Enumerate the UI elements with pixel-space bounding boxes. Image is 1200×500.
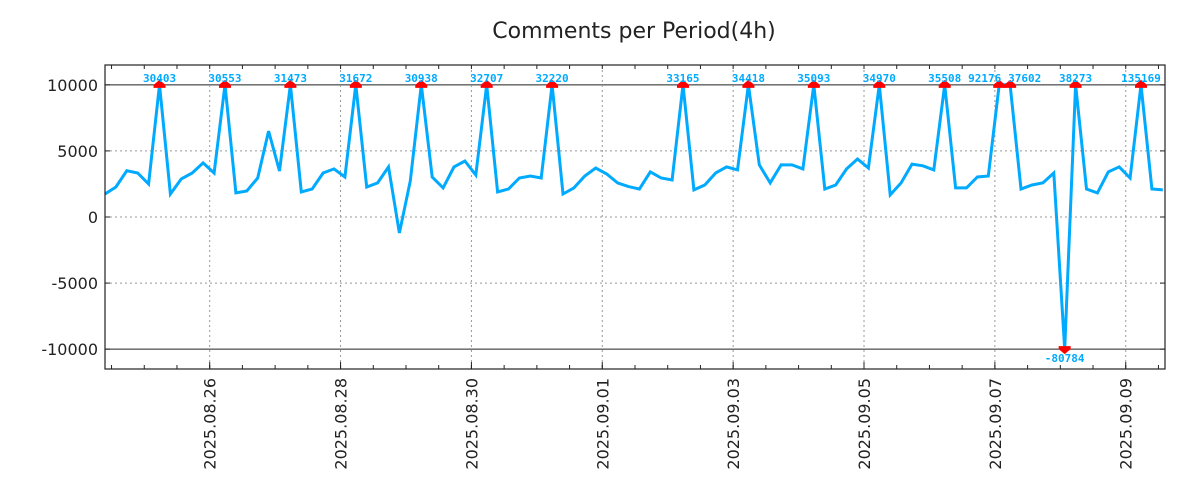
- clip-value-label: 31672: [339, 72, 372, 85]
- clip-value-label: -80784: [1045, 352, 1085, 365]
- clip-marker-up: [415, 79, 428, 88]
- clip-marker-up: [938, 79, 951, 88]
- clip-value-label: 32220: [536, 72, 569, 85]
- clip-value-label: 30553: [208, 72, 241, 85]
- clip-marker-down: [1058, 346, 1071, 355]
- clip-marker-up: [546, 79, 559, 88]
- y-axis: 10000 5000 0 -5000 -10000: [41, 76, 1165, 359]
- clip-value-label: 33165: [666, 72, 699, 85]
- clip-marker-up: [153, 79, 166, 88]
- x-axis: 2025.08.26 2025.08.28 2025.08.30 2025.09.01…: [111, 65, 1159, 470]
- clip-value-label: 31473: [274, 72, 307, 85]
- chart-title: Comments per Period(4h): [492, 19, 776, 44]
- clip-value-label: 30938: [405, 72, 438, 85]
- x-tick-label: 2025.09.03: [724, 378, 743, 470]
- clip-marker-up: [1004, 79, 1017, 88]
- clip-marker-up: [742, 79, 755, 88]
- clip-value-label: 34970: [863, 72, 896, 85]
- clip-markers: 30403 30553 31473 31672 30938 32707 32220 33165…: [143, 72, 1161, 365]
- clip-value-label: 92176: [968, 72, 1001, 85]
- clip-value-label: 32707: [470, 72, 503, 85]
- clip-value-label: 35093: [797, 72, 830, 85]
- y-tick-label: 5000: [57, 142, 98, 161]
- x-tick-label: 2025.09.07: [986, 378, 1005, 470]
- y-tick-label: -10000: [41, 340, 98, 359]
- x-tick-label: 2025.09.05: [855, 378, 874, 470]
- clip-value-label: 35508: [928, 72, 961, 85]
- clip-marker-up: [349, 79, 362, 88]
- y-tick-label: 10000: [47, 76, 98, 95]
- clip-marker-up: [480, 79, 493, 88]
- x-tick-label: 2025.09.09: [1117, 378, 1136, 470]
- clip-value-label: 37602: [1008, 72, 1041, 85]
- clip-marker-up: [873, 79, 886, 88]
- y-tick-label: -5000: [52, 274, 99, 293]
- x-tick-label: 2025.08.26: [201, 378, 220, 470]
- clip-marker-up: [284, 79, 297, 88]
- clip-marker-up: [993, 79, 1006, 88]
- series: [104, 83, 1163, 350]
- grid: [105, 65, 1165, 369]
- clip-value-label: 34418: [732, 72, 765, 85]
- clip-value-label: 135169: [1121, 72, 1161, 85]
- clip-marker-up: [807, 79, 820, 88]
- clip-value-label: 30403: [143, 72, 176, 85]
- clip-marker-up: [1069, 79, 1082, 88]
- plot-frame: [104, 64, 1166, 370]
- series-line: [104, 83, 1163, 350]
- x-tick-label: 2025.09.01: [593, 378, 612, 470]
- clip-marker-up: [218, 79, 231, 88]
- clip-marker-up: [1135, 79, 1148, 88]
- clip-marker-up: [676, 79, 689, 88]
- clip-value-label: 38273: [1059, 72, 1092, 85]
- x-tick-label: 2025.08.28: [332, 378, 351, 470]
- x-tick-label: 2025.08.30: [462, 378, 481, 470]
- y-tick-label: 0: [88, 208, 98, 227]
